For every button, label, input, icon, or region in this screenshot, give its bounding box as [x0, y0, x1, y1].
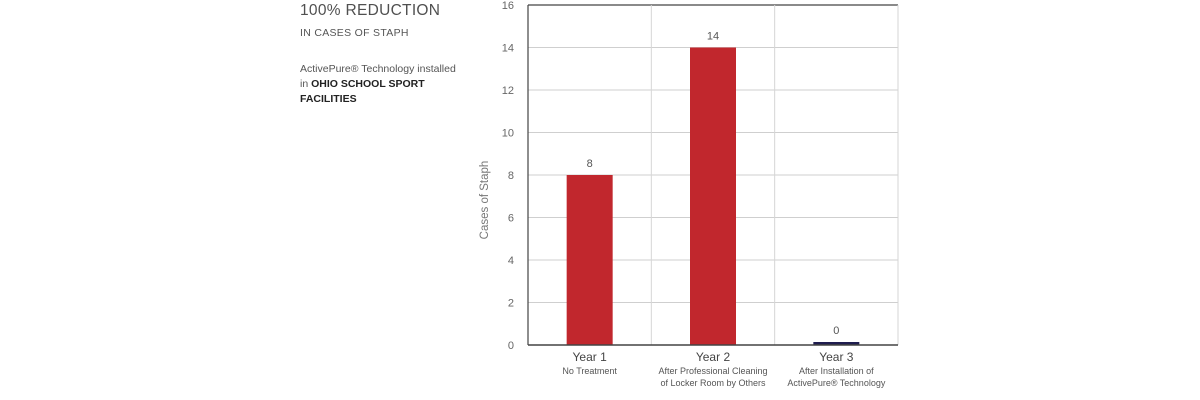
y-tick-label-4: 4 [508, 255, 514, 267]
data-label-3: 0 [833, 325, 839, 337]
bar-1 [566, 175, 613, 345]
x-tick-sublabel-3-2: ActivePure® Technology [787, 378, 886, 388]
x-tick-label-2: Year 2 [696, 350, 731, 364]
y-tick-label-10: 10 [502, 128, 514, 140]
y-tick-label-6: 6 [508, 213, 514, 225]
description: ActivePure® Technology installed in OHIO… [300, 62, 460, 107]
x-tick-sublabel-1-1: No Treatment [562, 366, 617, 376]
description-text: ActivePure® Technology installed in [300, 63, 456, 90]
headline: 100% REDUCTION [300, 2, 441, 19]
description-highlight: OHIO SCHOOL SPORT FACILITIES [300, 78, 425, 105]
y-tick-label-14: 14 [502, 43, 514, 55]
x-tick-sublabel-2-1: After Professional Cleaning [658, 366, 767, 376]
x-tick-sublabel-3-1: After Installation of [799, 366, 874, 376]
y-axis-title: Cases of Staph [479, 161, 491, 240]
data-label-2: 14 [707, 31, 719, 43]
bar-3 [813, 342, 860, 345]
subheadline: IN CASES OF STAPH [300, 27, 409, 39]
x-tick-sublabel-2-2: of Locker Room by Others [660, 378, 766, 388]
x-tick-label-1: Year 1 [573, 350, 608, 364]
y-tick-label-16: 16 [502, 0, 514, 12]
y-tick-label-0: 0 [508, 340, 514, 352]
y-tick-label-2: 2 [508, 298, 514, 310]
bar-2 [690, 47, 736, 345]
y-tick-label-12: 12 [502, 85, 514, 97]
y-tick-label-8: 8 [508, 170, 514, 182]
info-panel: 100% REDUCTION IN CASES OF STAPH ActiveP… [300, 0, 500, 107]
x-tick-label-3: Year 3 [819, 350, 854, 364]
data-label-1: 8 [587, 158, 593, 170]
